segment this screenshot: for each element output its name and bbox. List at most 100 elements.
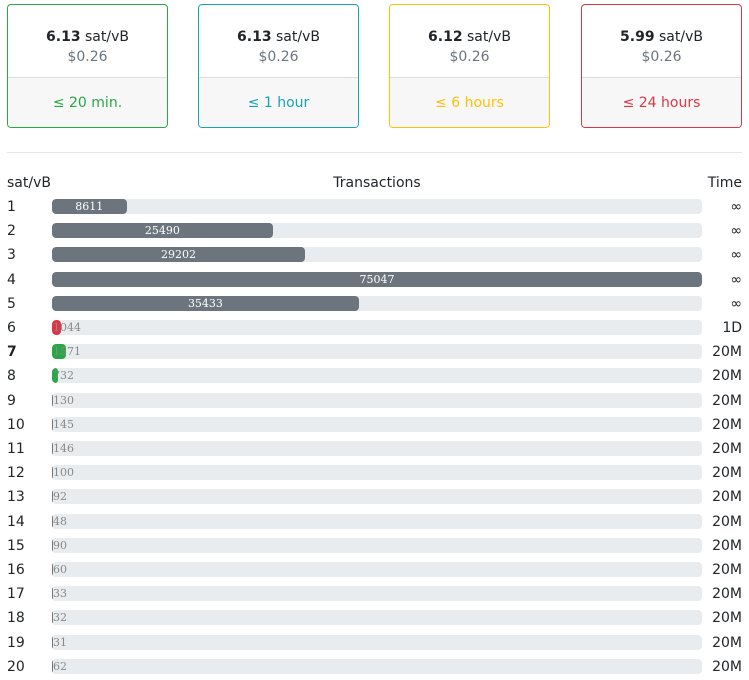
bar	[52, 465, 53, 481]
card-time: ≤ 20 min.	[8, 77, 167, 127]
row-fee: 14	[7, 513, 25, 530]
bar-track: 31	[52, 634, 702, 650]
row-fee: 1	[7, 199, 16, 215]
bar	[52, 368, 59, 384]
card-top: 6.12 sat/vB $0.26	[390, 5, 549, 77]
bar	[52, 223, 273, 239]
bar-count: 130	[53, 393, 74, 407]
bar-track: 32	[52, 610, 702, 626]
row-fee: 12	[7, 465, 25, 482]
card-time: ≤ 1 hour	[199, 77, 358, 127]
row-time: 20M	[712, 562, 742, 578]
row-time: 1D	[722, 320, 742, 336]
row-time: 20M	[712, 658, 742, 675]
bar	[52, 247, 305, 263]
bar-count: 35433	[187, 296, 223, 310]
row-fee: 16	[7, 562, 25, 578]
bar-track: 29202	[52, 247, 702, 263]
card-time: ≤ 6 hours	[390, 77, 549, 127]
bar	[52, 392, 54, 408]
fee-card: 6.12 sat/vB $0.26 ≤ 6 hours	[389, 4, 550, 128]
bar-track: 60	[52, 562, 702, 577]
row-time: ∞	[730, 247, 742, 264]
row-fee: 19	[7, 634, 25, 651]
bar-count: 146	[53, 442, 74, 455]
row-fee: 4	[7, 271, 16, 288]
bar-track: 33	[52, 586, 702, 602]
fee-rate: 5.99	[620, 29, 655, 45]
bar-track: 130	[52, 392, 702, 408]
bar-track: 146	[52, 441, 702, 456]
row-fee: 20	[7, 658, 25, 675]
bar-track: 732	[52, 368, 702, 384]
bar-track: 62	[52, 658, 702, 674]
bar-track: 145	[52, 416, 702, 432]
row-time: 20M	[712, 368, 742, 385]
bar-count: 90	[53, 538, 67, 552]
fee-rate: 6.13	[46, 29, 81, 45]
fee-unit: sat/vB	[85, 29, 129, 45]
row-time: 20M	[712, 513, 742, 530]
bar	[52, 441, 54, 456]
bar-track: 100	[52, 465, 702, 481]
bar-track: 90	[52, 537, 702, 553]
row-time: 20M	[712, 344, 742, 361]
row-fee: 5	[7, 295, 16, 312]
bar-track: 1044	[52, 320, 702, 335]
card-top: 6.13 sat/vB $0.26	[8, 5, 167, 77]
fee-card: 6.13 sat/vB $0.26 ≤ 1 hour	[198, 4, 359, 128]
row-fee: 11	[7, 441, 25, 457]
row-fee: 9	[7, 392, 16, 409]
card-top: 5.99 sat/vB $0.26	[582, 5, 741, 77]
bar-track: 92	[52, 489, 702, 505]
row-fee: 10	[7, 416, 25, 433]
fee-rate: 6.13	[237, 29, 272, 45]
bar	[52, 562, 53, 577]
bar-track: 35433	[52, 295, 702, 311]
bar-count: 48	[53, 514, 67, 528]
fee-line: 6.13 sat/vB	[199, 5, 358, 45]
bar-track: 75047	[52, 271, 702, 287]
row-fee: 7	[7, 344, 17, 361]
row-time: ∞	[730, 271, 742, 288]
bar	[52, 537, 53, 553]
row-fee: 13	[7, 489, 25, 506]
fee-line: 6.12 sat/vB	[390, 5, 549, 45]
row-time: ∞	[730, 199, 742, 215]
header-transactions: Transactions	[333, 175, 421, 191]
fee-card: 6.13 sat/vB $0.26 ≤ 20 min.	[7, 4, 168, 128]
bar-count: 732	[53, 369, 74, 383]
card-time: ≤ 24 hours	[582, 77, 741, 127]
row-time: 20M	[712, 634, 742, 651]
fee-unit: sat/vB	[467, 29, 511, 45]
bar-count: 1044	[53, 321, 81, 334]
bar-track: 1571	[52, 344, 702, 360]
row-time: ∞	[730, 223, 742, 240]
header-time: Time	[707, 175, 742, 191]
bar-count: 145	[53, 417, 74, 431]
row-fee: 15	[7, 537, 25, 554]
bar-count: 8611	[75, 200, 104, 213]
bar-track: 25490	[52, 223, 702, 239]
bar	[52, 658, 53, 674]
bar	[52, 320, 62, 335]
bar	[52, 489, 53, 505]
fee-line: 6.13 sat/vB	[8, 5, 167, 45]
fee-card: 5.99 sat/vB $0.26 ≤ 24 hours	[581, 4, 742, 128]
bar-count: 29202	[160, 248, 196, 262]
row-fee: 17	[7, 586, 25, 603]
bar-count: 92	[53, 490, 67, 504]
bar	[52, 271, 702, 287]
row-time: 20M	[712, 537, 742, 554]
row-fee: 2	[7, 223, 16, 240]
bar-count: 1571	[53, 345, 81, 359]
bar-count: 62	[53, 659, 67, 673]
header-fee: sat/vB	[7, 175, 51, 191]
fee-unit: sat/vB	[276, 29, 320, 45]
row-time: ∞	[730, 295, 742, 312]
fee-rate: 6.12	[428, 29, 463, 45]
bar-count: 31	[53, 635, 67, 649]
fee-line: 5.99 sat/vB	[582, 5, 741, 45]
divider	[7, 152, 742, 153]
